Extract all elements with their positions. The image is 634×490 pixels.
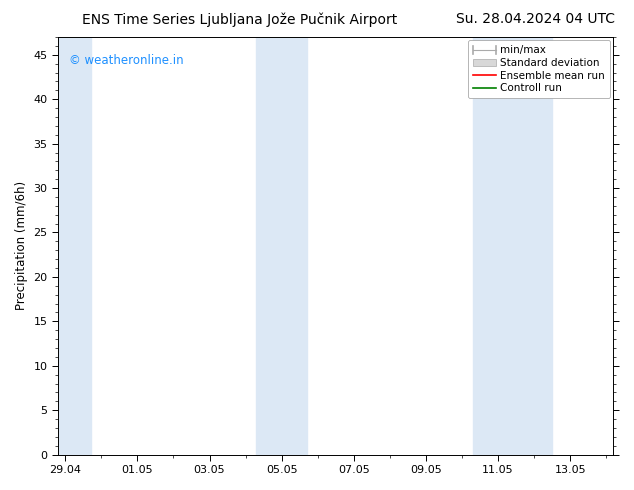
Bar: [498, 37, 552, 455]
Legend: min/max, Standard deviation, Ensemble mean run, Controll run: min/max, Standard deviation, Ensemble me…: [468, 40, 611, 98]
Bar: [256, 37, 307, 455]
Text: © weatheronline.in: © weatheronline.in: [69, 54, 184, 67]
Bar: [473, 37, 498, 455]
Text: ENS Time Series Ljubljana Jože Pučnik Airport: ENS Time Series Ljubljana Jože Pučnik Ai…: [82, 12, 398, 27]
Text: Su. 28.04.2024 04 UTC: Su. 28.04.2024 04 UTC: [456, 12, 616, 26]
Bar: [58, 37, 91, 455]
Y-axis label: Precipitation (mm/6h): Precipitation (mm/6h): [15, 181, 28, 310]
